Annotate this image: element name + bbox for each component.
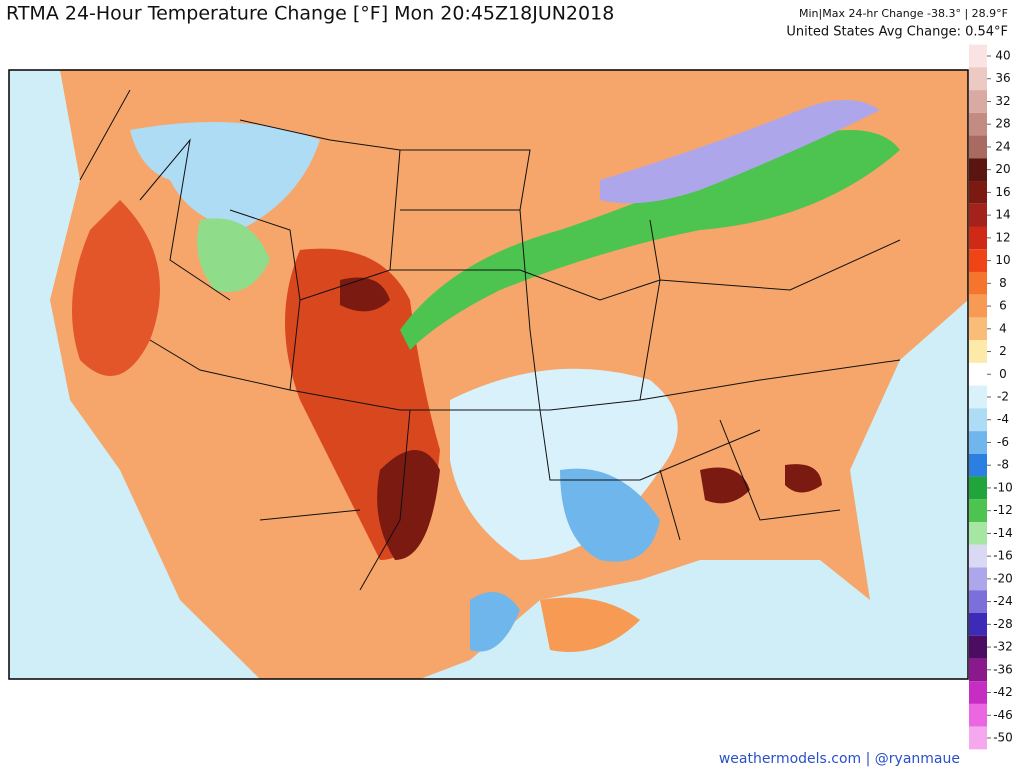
colorbar-label: 2 xyxy=(999,344,1007,358)
colorbar-segment xyxy=(969,499,987,523)
colorbar-segment xyxy=(969,294,987,318)
cold-area xyxy=(197,218,270,292)
colorbar-label: 4 xyxy=(999,321,1007,335)
colorbar-label: -12 xyxy=(993,503,1013,517)
hot-spot xyxy=(340,277,822,560)
colorbar-label: 8 xyxy=(999,276,1007,290)
cool-area xyxy=(470,468,660,652)
minmax-label: Min|Max 24-hr Change -38.3° | 28.9°F xyxy=(799,7,1008,20)
warm-area xyxy=(72,200,160,376)
average-label: United States Avg Change: 0.54°F xyxy=(786,25,1008,40)
colorbar-label: 0 xyxy=(999,367,1007,381)
colorbar-label: 32 xyxy=(995,94,1010,108)
colorbar-label: -32 xyxy=(993,640,1013,654)
colorbar-segment xyxy=(969,612,987,636)
colorbar-label: 14 xyxy=(995,208,1010,222)
colorbar-segment xyxy=(969,317,987,341)
colorbar-segment xyxy=(969,431,987,454)
colorbar-label: -42 xyxy=(993,685,1013,699)
colorbar-segment xyxy=(969,362,987,386)
colorbar-segment xyxy=(969,44,987,68)
colorbar-segment xyxy=(969,681,987,704)
colorbar-label: -10 xyxy=(993,480,1013,494)
colorbar-segment xyxy=(969,635,987,659)
title: RTMA 24-Hour Temperature Change [°F] Mon… xyxy=(6,3,614,25)
colorbar-segment xyxy=(969,544,987,568)
colorbar-label: 6 xyxy=(999,299,1007,313)
colorbar-label: -28 xyxy=(993,617,1013,631)
colorbar-segment xyxy=(969,226,987,250)
colorbar-label: -46 xyxy=(993,708,1013,722)
colorbar-segment xyxy=(969,453,987,477)
map-frame xyxy=(8,69,969,680)
colorbar-label: -2 xyxy=(997,390,1009,404)
cool-area xyxy=(130,122,320,230)
colorbar-segment xyxy=(969,271,987,295)
colorbar-segment xyxy=(969,385,987,409)
colorbar-segment xyxy=(969,112,987,136)
colorbar-segment xyxy=(969,567,987,591)
colorbar-segment xyxy=(969,703,987,727)
colorbar-label: 40 xyxy=(995,49,1010,63)
colorbar-segment xyxy=(969,658,987,682)
colorbar-segment xyxy=(969,203,987,227)
colorbar-label: 36 xyxy=(995,71,1010,85)
colorbar-label: -8 xyxy=(997,458,1009,472)
colorbar-label: -4 xyxy=(997,412,1009,426)
state-borders xyxy=(79,89,901,591)
colorbar-segment xyxy=(969,726,987,750)
colorbar-segment xyxy=(969,522,987,545)
colorbar-label: -6 xyxy=(997,435,1009,449)
colorbar-label: 24 xyxy=(995,139,1010,153)
colorbar-label: -14 xyxy=(993,526,1013,540)
colorbar-segment xyxy=(969,249,987,272)
colorbar-label: 16 xyxy=(995,185,1010,199)
colorbar-segment xyxy=(969,135,987,159)
colorbar-segment xyxy=(969,590,987,613)
credit: weathermodels.com | @ryanmaue xyxy=(719,751,960,767)
colorbar-label: 12 xyxy=(995,230,1010,244)
colorbar-segment xyxy=(969,181,987,204)
colorbar-label: -24 xyxy=(993,594,1013,608)
colorbar-label: -20 xyxy=(993,571,1013,585)
colorbar-segment xyxy=(969,340,987,363)
colorbar-segment xyxy=(969,408,987,432)
colorbar-segment xyxy=(969,158,987,182)
very-cold-area xyxy=(600,100,880,204)
colorbar-label: -16 xyxy=(993,549,1013,563)
cold-band xyxy=(400,130,900,350)
map xyxy=(8,69,969,680)
colorbar-segment xyxy=(969,67,987,91)
colorbar-label: 20 xyxy=(995,162,1010,176)
colorbar-segment xyxy=(969,90,987,113)
colorbar-label: -36 xyxy=(993,662,1013,676)
colorbar-label: 28 xyxy=(995,117,1010,131)
gulf-area xyxy=(540,597,640,652)
colorbar-label: 10 xyxy=(995,253,1010,267)
colorbar-segment xyxy=(969,476,987,500)
colorbar-label: -50 xyxy=(993,731,1013,745)
colorbar: 4036322824201614121086420-2-4-6-8-10-12-… xyxy=(969,44,1013,750)
